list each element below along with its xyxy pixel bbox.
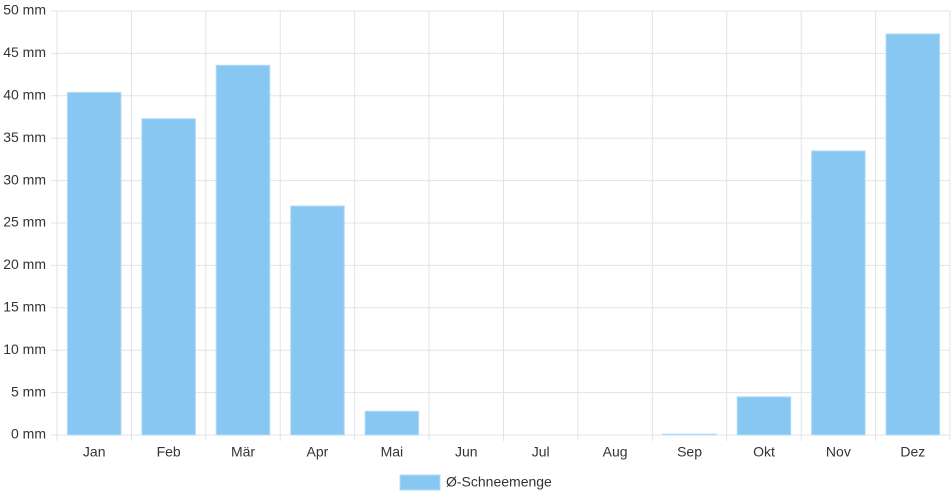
y-tick-label: 50 mm	[3, 2, 46, 18]
y-tick-label: 45 mm	[3, 44, 46, 60]
bar	[662, 433, 717, 436]
x-tick-label: Jan	[83, 444, 106, 460]
y-tick-label: 0 mm	[11, 426, 46, 442]
x-tick-label: Okt	[753, 444, 775, 460]
y-tick-label: 25 mm	[3, 214, 46, 230]
x-tick-label: Mai	[381, 444, 404, 460]
bar	[215, 64, 271, 436]
x-tick-label: Nov	[826, 444, 851, 460]
legend-label: Ø-Schneemenge	[446, 474, 552, 490]
y-tick-label: 40 mm	[3, 87, 46, 103]
y-tick-label: 5 mm	[11, 383, 46, 399]
x-tick-label: Mär	[231, 444, 255, 460]
y-tick-label: 20 mm	[3, 256, 46, 272]
x-tick-label: Sep	[677, 444, 702, 460]
bar	[811, 150, 866, 436]
y-tick-label: 30 mm	[3, 171, 46, 187]
bar	[885, 33, 941, 436]
x-tick-label: Jun	[455, 444, 478, 460]
x-tick-label: Aug	[603, 444, 628, 460]
x-tick-label: Dez	[900, 444, 925, 460]
bar	[141, 118, 196, 436]
x-tick-label: Feb	[157, 444, 181, 460]
y-tick-label: 10 mm	[3, 341, 46, 357]
y-tick-label: 35 mm	[3, 129, 46, 145]
y-tick-label: 15 mm	[3, 299, 46, 315]
bar	[66, 91, 122, 436]
x-tick-label: Jul	[532, 444, 550, 460]
bar	[736, 396, 792, 436]
x-tick-label: Apr	[307, 444, 329, 460]
bar	[290, 205, 345, 436]
bar	[364, 410, 420, 436]
legend-swatch	[399, 474, 441, 491]
